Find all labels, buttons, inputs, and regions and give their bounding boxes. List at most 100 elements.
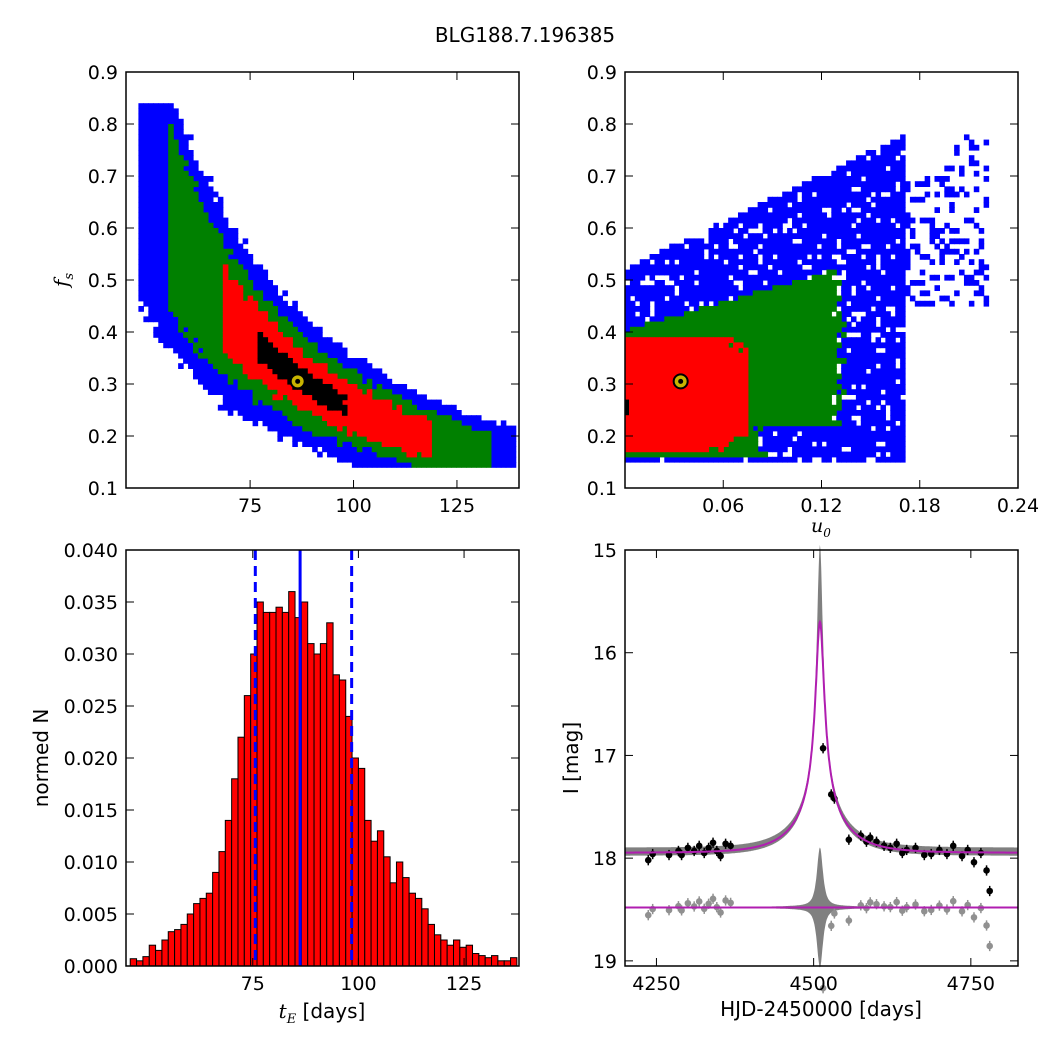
density-cell: [153, 274, 159, 281]
density-cell: [860, 155, 867, 161]
density-cell: [846, 436, 852, 442]
density-cell: [762, 384, 769, 390]
density-cell: [757, 394, 764, 401]
density-cell: [212, 248, 219, 255]
density-cell: [713, 425, 719, 432]
density-cell: [880, 222, 886, 229]
density-cell: [890, 165, 896, 172]
density-cell: [762, 306, 769, 312]
density-cell: [821, 425, 828, 432]
density-cell: [792, 332, 798, 338]
density-cell: [826, 332, 832, 338]
density-cell: [826, 373, 832, 380]
density-cell: [806, 186, 813, 193]
density-cell: [639, 451, 646, 458]
density-cell: [168, 274, 174, 281]
density-cell: [644, 321, 651, 328]
density-cell: [683, 254, 690, 260]
density-cell: [341, 378, 348, 385]
density-cell: [441, 430, 447, 437]
density-cell: [870, 441, 877, 447]
density-cell: [466, 462, 472, 468]
density-cell: [792, 373, 798, 380]
density-cell: [796, 217, 803, 224]
density-cell: [737, 415, 744, 421]
density-cell: [426, 462, 432, 468]
density-cell: [262, 300, 269, 307]
density-cell: [242, 378, 249, 385]
density-cell: [143, 254, 149, 260]
density-cell: [649, 399, 656, 406]
density-cell: [217, 363, 224, 369]
density-cell: [659, 337, 665, 343]
density-cell: [292, 321, 298, 328]
density-cell: [718, 337, 724, 343]
density-cell: [708, 373, 715, 380]
density-cell: [247, 321, 254, 328]
density-cell: [247, 285, 254, 291]
density-cell: [227, 404, 234, 411]
density-cell: [222, 399, 229, 406]
density-cell: [787, 410, 793, 416]
density-cell: [767, 358, 773, 364]
density-cell: [752, 280, 759, 286]
density-cell: [193, 259, 199, 265]
density-cell: [860, 415, 867, 421]
density-cell: [801, 358, 808, 364]
density-cell: [193, 176, 199, 182]
density-cell: [267, 399, 274, 406]
density-cell: [954, 144, 960, 151]
density-cell: [376, 410, 383, 416]
density-cell: [821, 274, 828, 281]
density-cell: [762, 404, 769, 411]
density-cell: [227, 373, 234, 380]
density-cell: [831, 384, 837, 390]
density-cell: [747, 233, 754, 239]
density-cell: [841, 170, 847, 177]
density-cell: [158, 295, 164, 302]
density-cell: [792, 274, 798, 281]
density-cell: [237, 337, 244, 343]
density-cell: [929, 300, 936, 307]
density-cell: [629, 384, 636, 390]
density-cell: [634, 404, 641, 411]
density-cell: [138, 170, 144, 177]
density-cell: [168, 181, 174, 187]
residual-point: [684, 899, 692, 907]
density-cell: [277, 384, 283, 390]
density-cell: [718, 295, 724, 302]
density-cell: [728, 363, 734, 369]
density-cell: [267, 311, 274, 317]
density-cell: [723, 337, 729, 343]
density-cell: [806, 436, 813, 442]
density-cell: [411, 430, 418, 437]
density-cell: [644, 425, 651, 432]
density-cell: [351, 430, 358, 437]
density-cell: [446, 410, 452, 416]
density-cell: [153, 103, 159, 109]
density-cell: [919, 254, 926, 260]
density-cell: [202, 337, 209, 343]
data-point: [695, 842, 703, 850]
density-cell: [654, 389, 660, 395]
density-cell: [262, 269, 269, 276]
density-cell: [183, 352, 189, 359]
density-cell: [698, 399, 705, 406]
density-cell: [217, 300, 224, 307]
density-cell: [831, 212, 837, 219]
density-cell: [787, 285, 793, 291]
density-cell: [841, 212, 847, 219]
density-cell: [767, 342, 773, 349]
density-cell: [796, 295, 803, 302]
density-cell: [431, 415, 437, 421]
density-cell: [772, 337, 778, 343]
density-cell: [718, 441, 724, 447]
density-cell: [242, 410, 249, 416]
density-cell: [426, 446, 432, 453]
density-cell: [366, 373, 373, 380]
density-cell: [900, 165, 906, 172]
density-cell: [752, 233, 759, 239]
density-cell: [880, 207, 886, 213]
density-cell: [816, 358, 823, 364]
density-cell: [718, 290, 724, 297]
